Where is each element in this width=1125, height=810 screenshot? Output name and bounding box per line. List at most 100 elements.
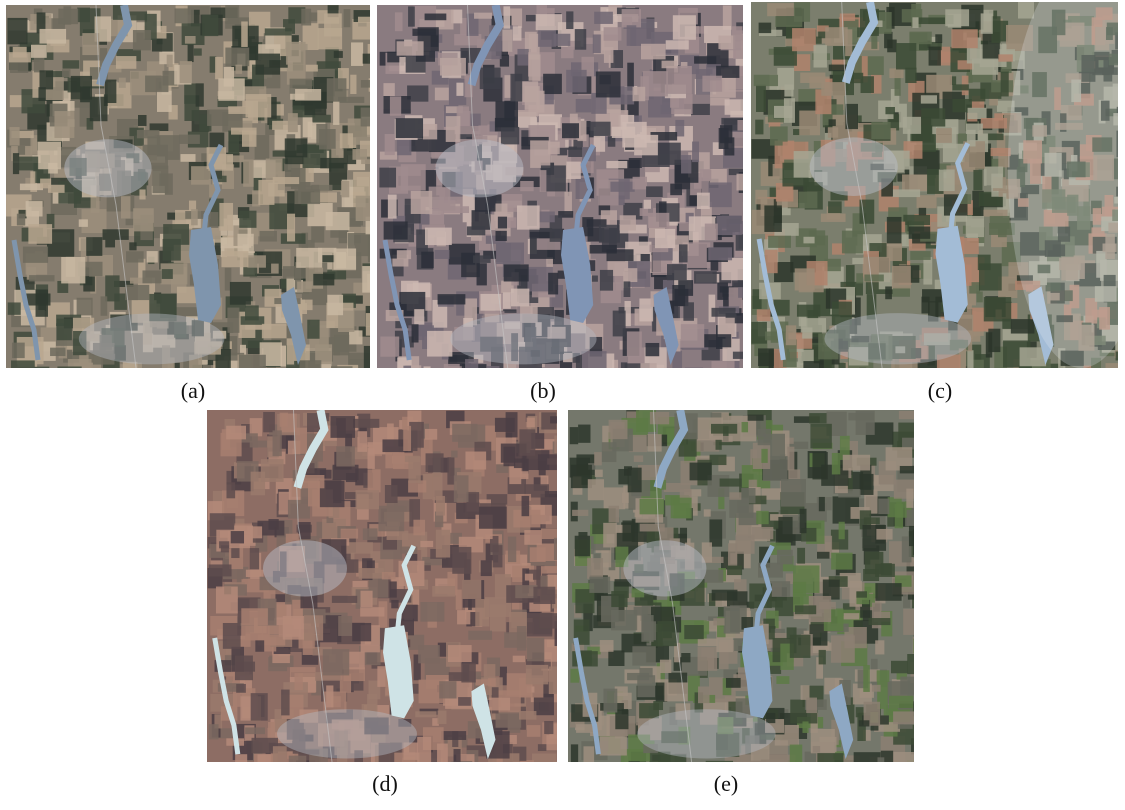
image-texture — [670, 184, 682, 196]
image-texture — [978, 255, 991, 270]
image-texture — [157, 91, 172, 112]
image-texture — [599, 225, 620, 243]
image-texture — [892, 266, 911, 289]
image-texture — [17, 214, 25, 226]
image-texture — [877, 670, 890, 682]
image-texture — [593, 34, 601, 53]
image-texture — [590, 122, 610, 136]
image-texture — [288, 113, 298, 132]
image-texture — [604, 47, 614, 63]
image-texture — [966, 124, 983, 134]
image-texture — [644, 200, 651, 209]
image-texture — [296, 248, 322, 268]
image-texture — [387, 531, 409, 540]
image-texture — [236, 684, 246, 693]
image-texture — [521, 471, 529, 479]
image-texture — [679, 244, 688, 262]
image-texture — [90, 97, 108, 122]
image-texture — [819, 650, 826, 665]
image-texture — [175, 8, 194, 23]
image-texture — [799, 111, 820, 136]
image-texture — [527, 638, 544, 662]
image-texture — [457, 610, 470, 624]
image-texture — [62, 69, 70, 77]
image-texture — [434, 250, 449, 259]
image-texture — [603, 523, 617, 548]
image-texture — [613, 311, 626, 337]
image-texture — [595, 470, 603, 477]
image-texture — [103, 229, 129, 240]
image-texture — [539, 613, 557, 628]
image-texture — [698, 639, 718, 647]
image-texture — [825, 27, 848, 46]
image-texture — [323, 649, 349, 675]
image-texture — [367, 448, 374, 469]
image-texture — [226, 426, 246, 440]
image-texture — [119, 78, 126, 88]
image-texture — [451, 451, 457, 458]
image-texture — [11, 360, 35, 368]
image-texture — [441, 731, 466, 740]
image-texture — [116, 56, 136, 69]
image-texture — [575, 536, 590, 557]
image-texture — [417, 737, 431, 762]
image-texture — [541, 529, 557, 540]
urban-area — [637, 709, 775, 758]
image-texture — [517, 626, 526, 650]
image-texture — [340, 674, 351, 693]
image-texture — [273, 177, 299, 184]
image-texture — [821, 214, 846, 222]
image-texture — [670, 97, 679, 108]
image-texture — [620, 215, 636, 230]
image-texture — [504, 264, 529, 281]
image-texture — [306, 65, 318, 72]
image-texture — [831, 635, 855, 662]
image-texture — [998, 155, 1009, 167]
image-texture — [432, 586, 455, 597]
image-texture — [223, 623, 241, 649]
image-texture — [624, 268, 637, 282]
image-texture — [498, 217, 507, 229]
image-texture — [262, 324, 287, 338]
image-texture — [575, 29, 586, 50]
image-texture — [828, 201, 842, 213]
image-texture — [48, 185, 65, 193]
image-texture — [327, 295, 343, 315]
image-texture — [756, 511, 768, 524]
image-texture — [884, 32, 892, 48]
image-texture — [572, 510, 588, 516]
image-texture — [702, 76, 722, 92]
image-texture — [79, 219, 88, 227]
panel-label: (a) — [181, 378, 205, 404]
image-texture — [458, 697, 471, 706]
image-texture — [627, 331, 642, 356]
image-texture — [829, 119, 836, 126]
image-texture — [412, 684, 418, 694]
image-texture — [316, 124, 327, 145]
image-texture — [391, 600, 398, 608]
image-texture — [821, 82, 845, 96]
image-texture — [265, 28, 292, 35]
satellite-image — [6, 5, 370, 368]
image-texture — [294, 673, 302, 690]
image-texture — [893, 711, 914, 724]
image-texture — [245, 727, 265, 734]
image-texture — [727, 566, 742, 576]
image-texture — [919, 208, 926, 216]
image-texture — [481, 560, 492, 576]
panel-label: (b) — [530, 378, 556, 404]
image-texture — [537, 543, 557, 561]
image-texture — [495, 101, 518, 127]
image-texture — [539, 461, 546, 475]
image-texture — [554, 436, 557, 453]
image-texture — [382, 572, 396, 579]
image-texture — [415, 711, 436, 717]
image-texture — [566, 70, 586, 93]
image-texture — [784, 98, 795, 123]
image-texture — [147, 251, 158, 262]
image-texture — [520, 181, 533, 191]
image-texture — [968, 108, 987, 119]
image-texture — [917, 195, 937, 208]
image-texture — [443, 206, 469, 213]
image-texture — [519, 429, 535, 455]
